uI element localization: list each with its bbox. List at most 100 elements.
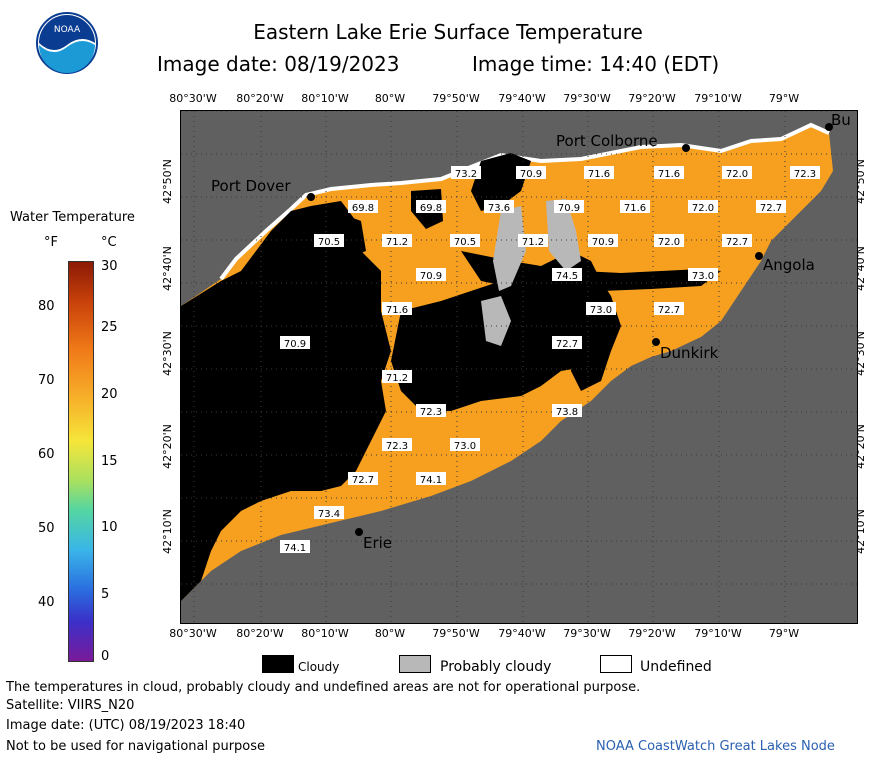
temperature-label: 73.0 [586, 302, 616, 316]
temperature-label: 70.9 [554, 200, 584, 214]
c-tick: 30 [101, 259, 118, 274]
svg-text:70.5: 70.5 [454, 237, 476, 248]
lat-label: 42°20'N [160, 424, 174, 469]
undefined-label: Undefined [640, 659, 712, 675]
svg-text:71.6: 71.6 [588, 169, 610, 180]
city-marker: Port Dover [211, 177, 315, 201]
svg-text:71.6: 71.6 [624, 203, 646, 214]
svg-text:Bu: Bu [831, 111, 851, 129]
svg-text:69.8: 69.8 [352, 203, 374, 214]
svg-text:70.9: 70.9 [592, 237, 614, 248]
temperature-label: 72.7 [348, 472, 378, 486]
unit-f: °F [44, 235, 58, 250]
utc-date: Image date: (UTC) 08/19/2023 18:40 [6, 718, 246, 733]
credit-link[interactable]: NOAA CoastWatch Great Lakes Node [596, 739, 835, 754]
temperature-label: 72.3 [416, 404, 446, 418]
unit-c: °C [101, 235, 117, 250]
temperature-label: 72.7 [756, 200, 786, 214]
lon-label: 79°10'W [694, 627, 742, 640]
svg-text:71.6: 71.6 [658, 169, 680, 180]
image-time: Image time: 14:40 (EDT) [472, 52, 720, 76]
lon-label: 79°20'W [628, 92, 676, 105]
lon-label: 79°50'W [432, 627, 480, 640]
temperature-label: 72.7 [722, 234, 752, 248]
svg-text:74.5: 74.5 [556, 271, 578, 282]
nav-warning: Not to be used for navigational purpose [6, 739, 266, 754]
temperature-label: 73.8 [552, 404, 582, 418]
lat-label: 42°30'N [160, 331, 174, 376]
lon-label: 79°50'W [432, 92, 480, 105]
temperature-label: 71.6 [584, 166, 614, 180]
svg-text:72.3: 72.3 [386, 441, 408, 452]
lat-label: 42°40'N [160, 246, 174, 291]
undefined-swatch [600, 655, 632, 673]
f-tick: 60 [38, 447, 55, 462]
temperature-label: 72.3 [790, 166, 820, 180]
probably-cloudy-1 [493, 206, 526, 291]
svg-text:73.8: 73.8 [556, 407, 578, 418]
c-tick: 25 [101, 320, 118, 335]
temperature-label: 72.7 [552, 336, 582, 350]
probably-cloudy-3 [481, 296, 511, 346]
temperature-label: 73.2 [451, 166, 481, 180]
lon-label: 79°40'W [498, 627, 546, 640]
lon-label: 80°10'W [301, 92, 349, 105]
temperature-label: 70.5 [314, 234, 344, 248]
temperature-label: 73.0 [688, 268, 718, 282]
svg-text:73.0: 73.0 [454, 441, 476, 452]
lon-label: 80°20'W [236, 627, 284, 640]
disclaimer: The temperatures in cloud, probably clou… [6, 680, 641, 695]
city-marker: Bu [825, 111, 851, 131]
temperature-label: 70.9 [516, 166, 546, 180]
lat-label: 42°10'N [160, 509, 174, 554]
temperature-label: 72.3 [382, 438, 412, 452]
sst-map: 73.2 70.9 71.6 71.6 72.0 72.3 69.8 69.8 73.6 70.9… [180, 110, 858, 624]
temperature-label: 72.0 [722, 166, 752, 180]
lon-label: 79°40'W [498, 92, 546, 105]
lon-label: 80°30'W [169, 92, 217, 105]
city-marker: Angola [755, 252, 815, 274]
svg-text:NOAA: NOAA [54, 25, 81, 35]
temperature-label: 72.0 [688, 200, 718, 214]
temperature-label: 69.8 [348, 200, 378, 214]
temperature-label: 71.6 [382, 302, 412, 316]
city-marker: Port Colborne [556, 132, 690, 152]
f-tick: 70 [38, 373, 55, 388]
svg-text:70.9: 70.9 [284, 339, 306, 350]
lon-label: 80°30'W [169, 627, 217, 640]
svg-text:69.8: 69.8 [420, 203, 442, 214]
temperature-label: 71.2 [518, 234, 548, 248]
svg-text:74.1: 74.1 [284, 543, 306, 554]
temperature-label: 72.0 [654, 234, 684, 248]
temperature-label: 73.0 [450, 438, 480, 452]
svg-text:70.9: 70.9 [420, 271, 442, 282]
c-tick: 10 [101, 520, 118, 535]
svg-text:72.0: 72.0 [726, 169, 748, 180]
legend-title: Water Temperature [10, 210, 135, 225]
probably-cloudy-label: Probably cloudy [440, 659, 552, 675]
lon-label: 80°W [374, 627, 406, 640]
probably-cloudy-2 [546, 199, 581, 271]
temperature-label: 70.5 [450, 234, 480, 248]
svg-text:70.9: 70.9 [520, 169, 542, 180]
svg-text:Port Colborne: Port Colborne [556, 132, 658, 150]
probably-cloudy-swatch [399, 655, 431, 673]
c-tick: 0 [101, 649, 110, 664]
svg-text:70.5: 70.5 [318, 237, 340, 248]
cloudy-label: Cloudy [298, 660, 340, 674]
svg-text:72.7: 72.7 [352, 475, 374, 486]
f-tick: 40 [38, 595, 55, 610]
temperature-label: 71.6 [620, 200, 650, 214]
svg-text:70.9: 70.9 [558, 203, 580, 214]
svg-text:72.3: 72.3 [794, 169, 816, 180]
temperature-label: 74.1 [416, 472, 446, 486]
svg-text:72.0: 72.0 [658, 237, 680, 248]
lon-label: 79°10'W [694, 92, 742, 105]
svg-text:71.2: 71.2 [522, 237, 544, 248]
svg-text:73.6: 73.6 [488, 203, 510, 214]
lon-label: 80°20'W [236, 92, 284, 105]
f-tick: 80 [38, 299, 55, 314]
temperature-labels: 73.2 70.9 71.6 71.6 72.0 72.3 69.8 69.8 73.6 70.9… [280, 166, 820, 554]
svg-text:71.2: 71.2 [386, 373, 408, 384]
svg-text:72.3: 72.3 [420, 407, 442, 418]
